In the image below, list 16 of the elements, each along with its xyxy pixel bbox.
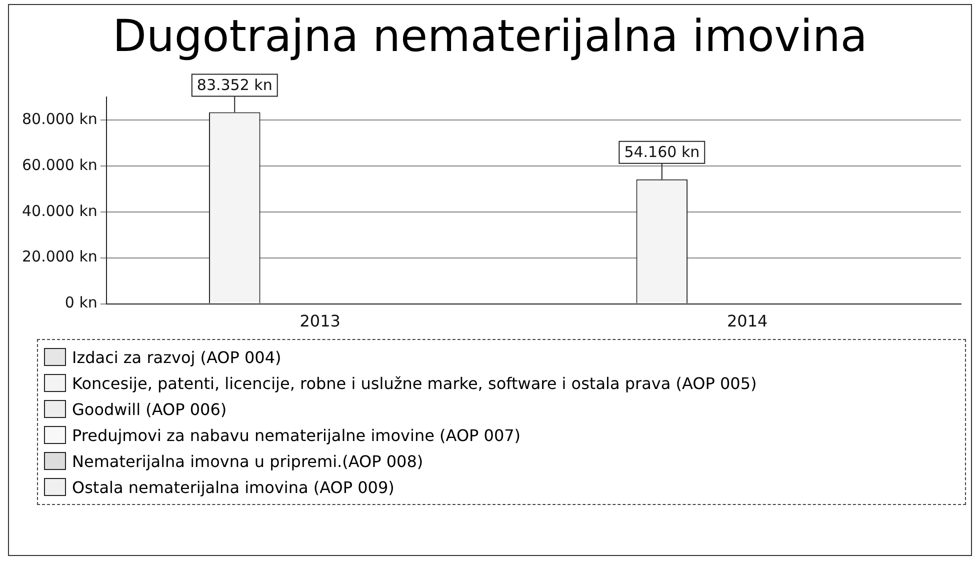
y-tick-label: 80.000 kn (22, 110, 98, 128)
y-tick-label: 40.000 kn (22, 202, 98, 220)
chart-title: Dugotrajna nematerijalna imovina (112, 11, 868, 62)
legend-label: Nematerijalna imovna u pripremi.(AOP 008) (72, 452, 424, 470)
x-tick-label: 2013 (300, 312, 340, 331)
legend-label: Predujmovi za nabavu nematerijalne imovine (AOP 007) (72, 426, 521, 444)
y-tick-label: 0 kn (64, 294, 98, 312)
y-tick-label: 60.000 kn (22, 156, 98, 174)
legend-label: Ostala nematerijalna imovina (AOP 009) (72, 478, 394, 496)
data-label: 54.160 kn (624, 143, 700, 162)
legend-label: Izdaci za razvoj (AOP 004) (72, 348, 282, 366)
text: Koncesije, patenti, licencije, robne i uslužne marke, software i ostala prava (AOP 005) (72, 374, 757, 392)
y-tick-label: 20.000 kn (22, 248, 98, 266)
data-label: 83.352 kn (196, 76, 272, 94)
x-tick-label: 2014 (727, 312, 768, 331)
legend-label: Goodwill (AOP 006) (72, 400, 227, 418)
